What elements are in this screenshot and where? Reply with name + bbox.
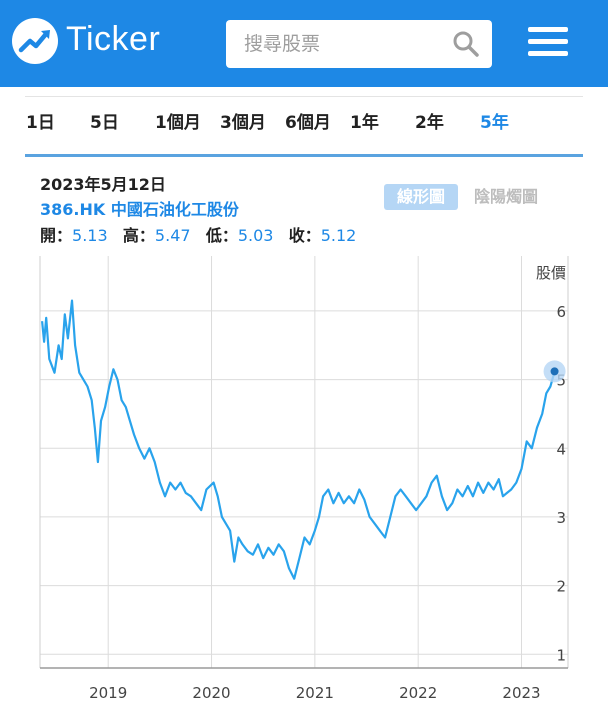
tab-range-1m[interactable]: 1個月 bbox=[155, 113, 201, 133]
price-chart[interactable]: 1 2 3 4 5 6 2019 2020 2021 2022 2023 股價 bbox=[0, 250, 608, 704]
y-tick-label: 3 bbox=[556, 509, 566, 527]
y-axis-label: 股價 bbox=[536, 264, 566, 282]
y-tick-label: 1 bbox=[556, 646, 566, 664]
open-label: 開： bbox=[40, 226, 73, 245]
high-label: 高： bbox=[122, 226, 155, 245]
range-tabs: 1日 5日 1個月 3個月 6個月 1年 2年 5年 bbox=[0, 108, 608, 140]
price-series-line bbox=[41, 299, 556, 580]
x-tick-label: 2022 bbox=[399, 684, 437, 702]
tab-range-6m[interactable]: 6個月 bbox=[285, 113, 331, 133]
quote-date: 2023年5月12日 bbox=[40, 175, 166, 194]
close-value: 5.12 bbox=[320, 226, 357, 245]
y-tick-label: 2 bbox=[556, 578, 566, 596]
candlestick-chart-button[interactable]: 陰陽燭圖 bbox=[473, 187, 538, 206]
y-tick-label: 4 bbox=[556, 440, 566, 458]
tab-range-2y[interactable]: 2年 bbox=[415, 113, 444, 133]
tab-range-5y[interactable]: 5年 bbox=[480, 113, 509, 133]
line-chart-button[interactable]: 線形圖 bbox=[384, 184, 458, 210]
low-value: 5.03 bbox=[237, 226, 274, 245]
low-label: 低： bbox=[205, 226, 238, 245]
search-box[interactable] bbox=[226, 20, 492, 68]
tab-range-1d[interactable]: 1日 bbox=[26, 113, 55, 133]
open-value: 5.13 bbox=[72, 226, 108, 245]
x-tick-label: 2019 bbox=[89, 684, 127, 702]
x-tick-label: 2020 bbox=[192, 684, 230, 702]
y-tick-label: 6 bbox=[556, 303, 566, 321]
price-chart-svg[interactable]: 1 2 3 4 5 6 2019 2020 2021 2022 2023 股價 bbox=[0, 250, 608, 704]
tab-range-3m[interactable]: 3個月 bbox=[220, 113, 266, 133]
x-tick-label: 2023 bbox=[502, 684, 540, 702]
tab-range-1y[interactable]: 1年 bbox=[350, 113, 379, 133]
high-value: 5.47 bbox=[154, 226, 191, 245]
tab-range-5d[interactable]: 5日 bbox=[90, 113, 119, 133]
app-header: Ticker bbox=[0, 0, 608, 87]
ohlc-row: 開：5.13 高：5.47 低：5.03 收：5.12 bbox=[40, 222, 356, 246]
current-point-marker bbox=[550, 367, 559, 376]
close-label: 收： bbox=[288, 226, 321, 245]
app-name[interactable]: Ticker bbox=[66, 20, 161, 58]
x-tick-label: 2021 bbox=[296, 684, 334, 702]
search-icon[interactable] bbox=[452, 30, 480, 58]
search-input[interactable] bbox=[226, 20, 446, 68]
hamburger-menu-icon[interactable] bbox=[528, 27, 568, 57]
stock-name-link[interactable]: 386.HK 中國石油化工股份 bbox=[40, 200, 239, 219]
y-tick-label: 5 bbox=[556, 372, 566, 390]
tab-underline bbox=[25, 154, 583, 157]
divider bbox=[25, 96, 583, 97]
trend-up-icon[interactable] bbox=[12, 18, 58, 64]
